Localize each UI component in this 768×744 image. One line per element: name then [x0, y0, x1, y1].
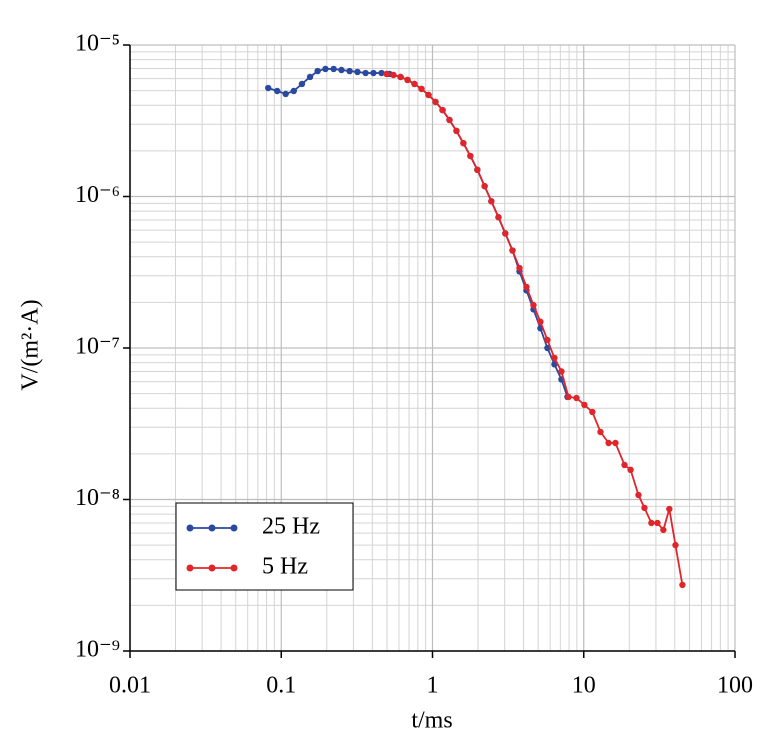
x-axis-label: t/ms	[411, 708, 452, 734]
data-point	[418, 85, 425, 93]
data-point	[544, 336, 551, 344]
data-point	[488, 198, 495, 205]
data-point	[425, 91, 432, 99]
data-point	[273, 87, 281, 95]
data-point	[330, 65, 337, 73]
data-point	[551, 354, 558, 362]
data-point	[383, 70, 390, 78]
data-point	[516, 264, 523, 272]
data-point	[290, 87, 297, 95]
legend-marker	[230, 564, 238, 572]
data-point	[314, 67, 321, 75]
data-point	[467, 152, 474, 160]
data-point	[481, 182, 488, 190]
legend-box	[175, 502, 354, 591]
data-point	[666, 505, 673, 513]
data-point	[589, 408, 596, 416]
legend-marker	[208, 524, 216, 532]
legend-marker	[208, 564, 216, 572]
data-point	[439, 106, 446, 114]
data-point	[502, 230, 509, 237]
data-point	[605, 439, 612, 447]
data-point	[322, 65, 329, 73]
data-point	[378, 69, 385, 77]
data-point	[460, 139, 467, 147]
y-tick-label: 10⁻⁷	[75, 334, 120, 360]
y-tick-label: 10⁻⁶	[75, 182, 120, 208]
data-point	[530, 301, 537, 309]
data-point	[537, 318, 544, 325]
data-point	[370, 69, 377, 77]
data-point	[282, 90, 289, 98]
data-point	[509, 247, 516, 254]
x-tick-label: 0.1	[266, 673, 296, 699]
data-point	[306, 73, 314, 81]
y-tick-label: 10⁻⁸	[75, 485, 120, 511]
data-point	[565, 393, 572, 401]
data-point	[648, 519, 655, 527]
y-tick-label: 10⁻⁵	[75, 31, 120, 57]
legend-label: 5 Hz	[262, 554, 308, 580]
data-point	[432, 98, 439, 106]
data-point	[597, 428, 604, 436]
y-tick-label: 10⁻⁹	[75, 637, 120, 663]
legend-marker	[230, 524, 238, 532]
data-point	[558, 368, 565, 375]
data-point	[621, 461, 628, 469]
legend-label: 25 Hz	[262, 514, 320, 540]
data-point	[612, 439, 619, 447]
data-point	[573, 394, 580, 402]
data-point	[495, 214, 502, 221]
data-point	[446, 116, 453, 124]
data-point	[411, 80, 418, 88]
data-point	[641, 504, 648, 512]
data-point	[474, 166, 481, 174]
legend-marker	[186, 524, 194, 532]
data-point	[397, 73, 404, 81]
data-point	[660, 526, 667, 534]
y-axis-label: V/(m²·A)	[18, 299, 44, 390]
data-point	[265, 84, 272, 92]
data-point	[627, 466, 634, 474]
x-tick-label: 100	[717, 673, 753, 699]
data-point	[635, 491, 642, 499]
data-point	[453, 127, 460, 135]
x-tick-label: 10	[572, 673, 596, 699]
data-point	[346, 67, 353, 75]
data-point	[354, 68, 361, 76]
data-point	[581, 401, 588, 409]
data-point	[672, 541, 679, 549]
data-point	[654, 519, 661, 527]
data-point	[338, 66, 345, 74]
data-point	[404, 76, 411, 84]
data-point	[390, 71, 397, 79]
x-tick-label: 1	[427, 673, 439, 699]
data-point	[298, 80, 306, 88]
data-point	[523, 283, 530, 291]
legend-marker	[186, 564, 194, 572]
data-point	[679, 581, 686, 589]
data-point	[362, 69, 369, 77]
x-tick-label: 0.01	[109, 673, 151, 699]
